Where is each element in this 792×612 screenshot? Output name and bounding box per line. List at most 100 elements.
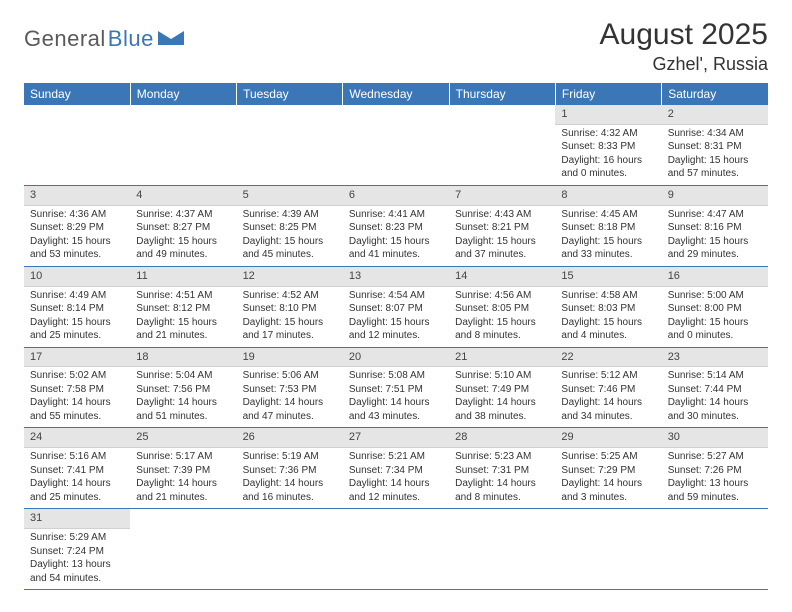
calendar-week-row: 3Sunrise: 4:36 AMSunset: 8:29 PMDaylight… (24, 185, 768, 266)
weekday-header: Friday (555, 83, 661, 105)
day-number: 12 (237, 267, 343, 287)
weekday-header: Thursday (449, 83, 555, 105)
day-number: 29 (555, 428, 661, 448)
daylight-line: Daylight: 14 hours and 30 minutes. (668, 396, 762, 423)
day-body: Sunrise: 4:51 AMSunset: 8:12 PMDaylight:… (130, 287, 236, 347)
calendar-day-cell: 22Sunrise: 5:12 AMSunset: 7:46 PMDayligh… (555, 347, 661, 428)
day-number: 27 (343, 428, 449, 448)
calendar-day-cell: 26Sunrise: 5:19 AMSunset: 7:36 PMDayligh… (237, 428, 343, 509)
day-number: 31 (24, 509, 130, 529)
calendar-day-cell: 9Sunrise: 4:47 AMSunset: 8:16 PMDaylight… (662, 185, 768, 266)
month-title: August 2025 (600, 18, 768, 52)
day-body: Sunrise: 5:19 AMSunset: 7:36 PMDaylight:… (237, 448, 343, 508)
sunset-line: Sunset: 8:23 PM (349, 221, 443, 235)
daylight-line: Daylight: 15 hours and 41 minutes. (349, 235, 443, 262)
daylight-line: Daylight: 14 hours and 16 minutes. (243, 477, 337, 504)
day-number: 6 (343, 186, 449, 206)
sunset-line: Sunset: 8:33 PM (561, 140, 655, 154)
day-body: Sunrise: 4:32 AMSunset: 8:33 PMDaylight:… (555, 125, 661, 185)
day-body: Sunrise: 4:54 AMSunset: 8:07 PMDaylight:… (343, 287, 449, 347)
calendar-table: SundayMondayTuesdayWednesdayThursdayFrid… (24, 83, 768, 590)
sunset-line: Sunset: 7:34 PM (349, 464, 443, 478)
calendar-day-cell: 20Sunrise: 5:08 AMSunset: 7:51 PMDayligh… (343, 347, 449, 428)
calendar-day-cell: 12Sunrise: 4:52 AMSunset: 8:10 PMDayligh… (237, 266, 343, 347)
day-number: 7 (449, 186, 555, 206)
day-body: Sunrise: 5:14 AMSunset: 7:44 PMDaylight:… (662, 367, 768, 427)
daylight-line: Daylight: 14 hours and 8 minutes. (455, 477, 549, 504)
calendar-day-cell: 21Sunrise: 5:10 AMSunset: 7:49 PMDayligh… (449, 347, 555, 428)
calendar-day-cell (449, 509, 555, 590)
sunset-line: Sunset: 8:07 PM (349, 302, 443, 316)
calendar-day-cell: 5Sunrise: 4:39 AMSunset: 8:25 PMDaylight… (237, 185, 343, 266)
sunrise-line: Sunrise: 4:54 AM (349, 289, 443, 303)
sunrise-line: Sunrise: 5:10 AM (455, 369, 549, 383)
day-body: Sunrise: 4:34 AMSunset: 8:31 PMDaylight:… (662, 125, 768, 185)
day-number: 17 (24, 348, 130, 368)
day-number: 15 (555, 267, 661, 287)
calendar-day-cell: 10Sunrise: 4:49 AMSunset: 8:14 PMDayligh… (24, 266, 130, 347)
sunset-line: Sunset: 7:39 PM (136, 464, 230, 478)
calendar-day-cell (343, 105, 449, 185)
day-number: 13 (343, 267, 449, 287)
sunrise-line: Sunrise: 5:16 AM (30, 450, 124, 464)
day-body: Sunrise: 5:23 AMSunset: 7:31 PMDaylight:… (449, 448, 555, 508)
day-body: Sunrise: 5:02 AMSunset: 7:58 PMDaylight:… (24, 367, 130, 427)
calendar-day-cell: 15Sunrise: 4:58 AMSunset: 8:03 PMDayligh… (555, 266, 661, 347)
day-number: 9 (662, 186, 768, 206)
calendar-day-cell: 19Sunrise: 5:06 AMSunset: 7:53 PMDayligh… (237, 347, 343, 428)
calendar-day-cell (130, 509, 236, 590)
calendar-day-cell (130, 105, 236, 185)
sunrise-line: Sunrise: 5:00 AM (668, 289, 762, 303)
sunrise-line: Sunrise: 4:56 AM (455, 289, 549, 303)
daylight-line: Daylight: 15 hours and 17 minutes. (243, 316, 337, 343)
sunrise-line: Sunrise: 5:04 AM (136, 369, 230, 383)
sunrise-line: Sunrise: 5:06 AM (243, 369, 337, 383)
day-body: Sunrise: 5:06 AMSunset: 7:53 PMDaylight:… (237, 367, 343, 427)
calendar-day-cell: 16Sunrise: 5:00 AMSunset: 8:00 PMDayligh… (662, 266, 768, 347)
calendar-day-cell: 13Sunrise: 4:54 AMSunset: 8:07 PMDayligh… (343, 266, 449, 347)
daylight-line: Daylight: 13 hours and 54 minutes. (30, 558, 124, 585)
header: GeneralBlue August 2025 Gzhel', Russia (24, 18, 768, 75)
day-body: Sunrise: 5:08 AMSunset: 7:51 PMDaylight:… (343, 367, 449, 427)
day-body: Sunrise: 4:43 AMSunset: 8:21 PMDaylight:… (449, 206, 555, 266)
sunset-line: Sunset: 8:14 PM (30, 302, 124, 316)
sunrise-line: Sunrise: 4:43 AM (455, 208, 549, 222)
daylight-line: Daylight: 15 hours and 12 minutes. (349, 316, 443, 343)
day-number: 25 (130, 428, 236, 448)
sunrise-line: Sunrise: 5:02 AM (30, 369, 124, 383)
calendar-day-cell: 29Sunrise: 5:25 AMSunset: 7:29 PMDayligh… (555, 428, 661, 509)
daylight-line: Daylight: 14 hours and 25 minutes. (30, 477, 124, 504)
calendar-day-cell (555, 509, 661, 590)
day-number: 10 (24, 267, 130, 287)
sunrise-line: Sunrise: 4:39 AM (243, 208, 337, 222)
daylight-line: Daylight: 14 hours and 51 minutes. (136, 396, 230, 423)
daylight-line: Daylight: 14 hours and 38 minutes. (455, 396, 549, 423)
day-number: 18 (130, 348, 236, 368)
day-body: Sunrise: 4:45 AMSunset: 8:18 PMDaylight:… (555, 206, 661, 266)
daylight-line: Daylight: 14 hours and 55 minutes. (30, 396, 124, 423)
daylight-line: Daylight: 15 hours and 29 minutes. (668, 235, 762, 262)
day-body: Sunrise: 5:04 AMSunset: 7:56 PMDaylight:… (130, 367, 236, 427)
calendar-day-cell: 4Sunrise: 4:37 AMSunset: 8:27 PMDaylight… (130, 185, 236, 266)
daylight-line: Daylight: 15 hours and 8 minutes. (455, 316, 549, 343)
calendar-day-cell (449, 105, 555, 185)
sunset-line: Sunset: 8:12 PM (136, 302, 230, 316)
calendar-week-row: 17Sunrise: 5:02 AMSunset: 7:58 PMDayligh… (24, 347, 768, 428)
day-number: 23 (662, 348, 768, 368)
day-number: 20 (343, 348, 449, 368)
calendar-day-cell: 3Sunrise: 4:36 AMSunset: 8:29 PMDaylight… (24, 185, 130, 266)
day-body: Sunrise: 5:00 AMSunset: 8:00 PMDaylight:… (662, 287, 768, 347)
daylight-line: Daylight: 15 hours and 25 minutes. (30, 316, 124, 343)
calendar-week-row: 1Sunrise: 4:32 AMSunset: 8:33 PMDaylight… (24, 105, 768, 185)
calendar-day-cell: 17Sunrise: 5:02 AMSunset: 7:58 PMDayligh… (24, 347, 130, 428)
sunset-line: Sunset: 7:51 PM (349, 383, 443, 397)
day-body: Sunrise: 5:12 AMSunset: 7:46 PMDaylight:… (555, 367, 661, 427)
calendar-day-cell: 6Sunrise: 4:41 AMSunset: 8:23 PMDaylight… (343, 185, 449, 266)
sunset-line: Sunset: 8:00 PM (668, 302, 762, 316)
day-number: 5 (237, 186, 343, 206)
daylight-line: Daylight: 15 hours and 0 minutes. (668, 316, 762, 343)
calendar-day-cell: 2Sunrise: 4:34 AMSunset: 8:31 PMDaylight… (662, 105, 768, 185)
title-block: August 2025 Gzhel', Russia (600, 18, 768, 75)
calendar-body: 1Sunrise: 4:32 AMSunset: 8:33 PMDaylight… (24, 105, 768, 590)
day-number: 1 (555, 105, 661, 125)
